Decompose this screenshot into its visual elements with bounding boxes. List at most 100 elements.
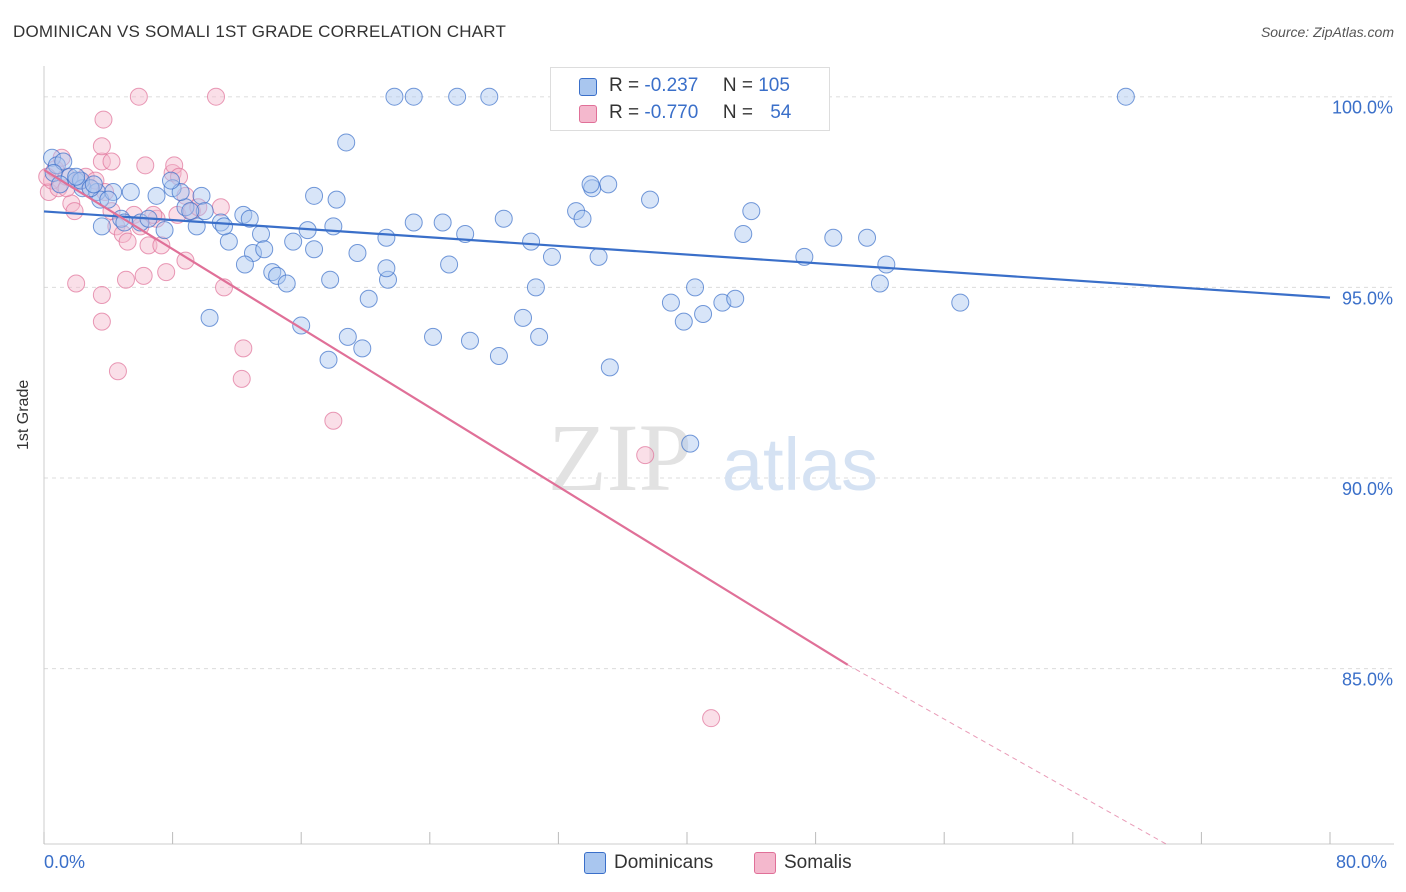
dominicans-point <box>319 350 338 369</box>
dominicans-point <box>181 202 200 221</box>
dominicans-legend-icon <box>584 852 606 874</box>
y-axis-label: 1st Grade <box>15 379 32 450</box>
y-tick-label: 85.0% <box>1342 670 1393 690</box>
somalis-legend-icon <box>754 852 776 874</box>
somalis-point <box>234 339 253 358</box>
dominicans-point <box>115 213 134 232</box>
dominicans-point <box>235 255 254 274</box>
dominicans-point <box>951 293 970 312</box>
n-value: 105 <box>758 75 790 96</box>
legend-row-dominicans: R = -0.237 N = 105 <box>579 75 790 99</box>
r-label: R = <box>609 75 640 96</box>
legend-row-somalis: R = -0.770 N = 54 <box>579 102 792 126</box>
r-label: R = <box>609 102 640 123</box>
x-tick-label-max: 80.0% <box>1336 852 1388 872</box>
dominicans-point <box>424 327 443 346</box>
dominicans-point <box>155 221 174 240</box>
series-legend: Dominicans Somalis <box>0 850 1406 878</box>
dominicans-point <box>67 167 86 186</box>
dominicans-point <box>84 175 103 194</box>
r-value: -0.237 <box>644 75 699 96</box>
n-label: N = <box>722 75 753 96</box>
dominicans-point <box>681 434 700 453</box>
dominicans-point <box>686 278 705 297</box>
somalis-point <box>92 285 111 304</box>
legend-label-somalis: Somalis <box>784 852 852 874</box>
dominicans-point <box>377 259 396 278</box>
dominicans-point <box>542 247 561 266</box>
dominicans-point <box>742 202 761 221</box>
dominicans-point <box>348 244 367 263</box>
somalis-point <box>165 156 184 175</box>
dominicans-point <box>858 228 877 247</box>
zipatlas-watermark: ZIP atlas <box>548 404 878 511</box>
dominicans-point <box>305 186 324 205</box>
dominicans-point <box>726 289 745 308</box>
dominicans-point <box>195 202 214 221</box>
dominicans-point <box>600 358 619 377</box>
dominicans-point <box>734 224 753 243</box>
somalis-point <box>139 236 158 255</box>
dominicans-point <box>147 186 166 205</box>
dominicans-point <box>268 266 287 285</box>
dominicans-point <box>121 183 140 202</box>
dominicans-point <box>526 278 545 297</box>
somalis-point <box>134 266 153 285</box>
somalis-point <box>232 369 251 388</box>
n-value: 54 <box>770 102 792 123</box>
dominicans-point <box>404 213 423 232</box>
dominicans-point <box>694 305 713 324</box>
legend-item-somalis: Somalis <box>754 852 852 874</box>
n-label: N = <box>722 102 753 123</box>
somalis-point <box>207 87 226 106</box>
dominicans-point <box>674 312 693 331</box>
somalis-point <box>118 232 137 251</box>
dominicans-point <box>448 87 467 106</box>
dominicans-point <box>385 87 404 106</box>
dominicans-point <box>327 190 346 209</box>
y-tick-label: 90.0% <box>1342 479 1393 499</box>
somalis-point <box>92 312 111 331</box>
somalis-trend-extension <box>847 664 1167 845</box>
dominicans-point <box>321 270 340 289</box>
somalis-point <box>116 270 135 289</box>
y-tick-labels: 85.0% 90.0% 95.0% 100.0% <box>1332 98 1393 690</box>
somalis-point <box>102 152 121 171</box>
dominicans-point <box>240 209 259 228</box>
somalis-point <box>702 709 721 728</box>
dominicans-point <box>338 327 357 346</box>
svg-text:ZIP: ZIP <box>548 404 692 511</box>
dominicans-point <box>305 240 324 259</box>
somalis-point <box>211 198 230 217</box>
axes <box>43 66 1394 845</box>
trend-lines <box>43 168 1331 845</box>
somalis-trend-line <box>43 168 849 666</box>
legend-item-dominicans: Dominicans <box>584 852 713 874</box>
somalis-point <box>136 156 155 175</box>
legend-label-dominicans: Dominicans <box>614 852 714 874</box>
dominicans-point <box>377 228 396 247</box>
dominicans-point <box>522 232 541 251</box>
dominicans-point <box>255 240 274 259</box>
dominicans-point <box>353 339 372 358</box>
somalis-point <box>108 362 127 381</box>
dominicans-point <box>599 175 618 194</box>
somalis-point <box>157 263 176 282</box>
dominicans-point <box>456 224 475 243</box>
dominicans-point <box>494 209 513 228</box>
dominicans-point <box>530 327 549 346</box>
dominicans-point <box>581 175 600 194</box>
dominicans-point <box>219 232 238 251</box>
dominicans-point <box>573 209 592 228</box>
dominicans-point <box>489 346 508 365</box>
somalis-point <box>92 152 111 171</box>
dominicans-point <box>404 87 423 106</box>
dominicans-point <box>567 202 586 221</box>
dominicans-point <box>877 255 896 274</box>
dominicans-point <box>641 190 660 209</box>
dominicans-point <box>589 247 608 266</box>
somalis-point <box>129 87 148 106</box>
dominicans-point <box>92 217 111 236</box>
x-tick-label-min: 0.0% <box>44 852 86 872</box>
dominicans-point <box>480 87 499 106</box>
